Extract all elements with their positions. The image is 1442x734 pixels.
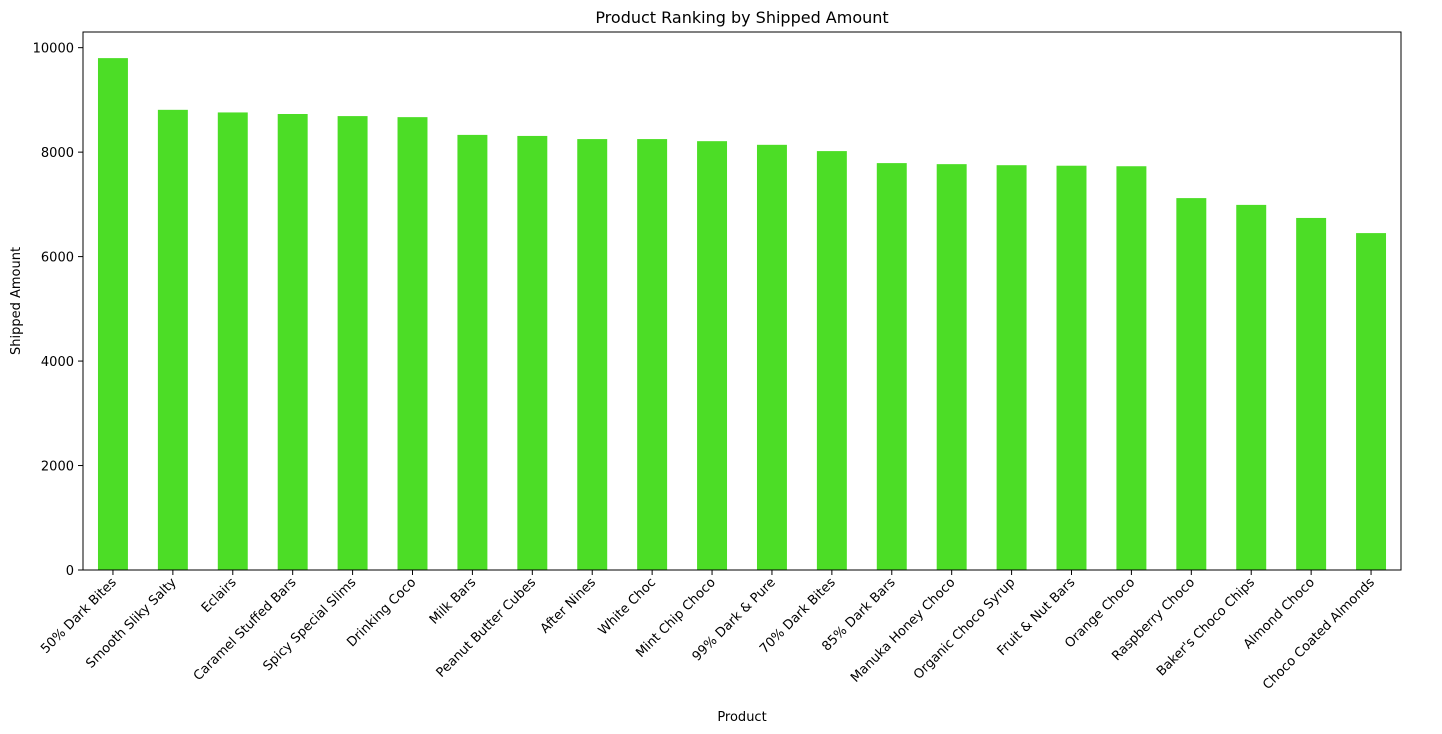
bar-13 xyxy=(816,151,847,571)
chart-title: Product Ranking by Shipped Amount xyxy=(595,8,888,27)
plot-frame xyxy=(82,31,1402,571)
y-tick-label: 4000 xyxy=(41,355,74,370)
y-tick-label: 6000 xyxy=(41,251,74,266)
x-tick-label: Choco Coated Almonds xyxy=(1260,575,1378,693)
bar-17 xyxy=(1056,165,1087,571)
bar-6 xyxy=(397,117,428,571)
bar-1 xyxy=(97,58,128,570)
bar-4 xyxy=(277,114,308,570)
bar-10 xyxy=(637,139,668,570)
x-tick-label: Peanut Butter Cubes xyxy=(434,575,540,681)
x-tick-label: Baker's Choco Chips xyxy=(1154,575,1258,679)
y-tick-label: 0 xyxy=(66,564,74,579)
bar-2 xyxy=(157,109,188,571)
x-axis-label: Product xyxy=(717,710,766,725)
bar-9 xyxy=(577,139,608,570)
bars-group xyxy=(97,58,1387,571)
bar-3 xyxy=(217,112,248,570)
x-tick-label: White Choc xyxy=(596,575,659,638)
y-tick-label: 2000 xyxy=(41,460,74,475)
bar-11 xyxy=(697,141,728,570)
bar-15 xyxy=(936,164,967,570)
y-axis-label: Shipped Amount xyxy=(9,247,24,355)
bar-14 xyxy=(876,163,907,570)
bar-21 xyxy=(1296,217,1327,570)
bar-16 xyxy=(996,165,1027,571)
y-tick-label: 10000 xyxy=(33,42,74,57)
x-tick-label: Caramel Stuffed Bars xyxy=(191,575,300,684)
x-tick-label: Manuka Honey Choco xyxy=(848,575,958,685)
bar-8 xyxy=(517,135,548,570)
bar-22 xyxy=(1356,233,1387,570)
bar-20 xyxy=(1236,204,1267,570)
x-tick-label: After Nines xyxy=(538,575,599,636)
x-tick-label: Milk Bars xyxy=(427,575,480,628)
bar-5 xyxy=(337,116,368,570)
y-tick-label: 8000 xyxy=(41,146,74,161)
bar-12 xyxy=(756,144,787,570)
bar-19 xyxy=(1176,198,1207,571)
x-tick-label: Organic Choco Syrup xyxy=(911,575,1018,682)
x-tick-label: Eclairs xyxy=(199,575,240,616)
bar-7 xyxy=(457,134,488,570)
bar-18 xyxy=(1116,166,1147,570)
y-axis: 0 2000 4000 6000 8000 10000 xyxy=(33,42,83,579)
